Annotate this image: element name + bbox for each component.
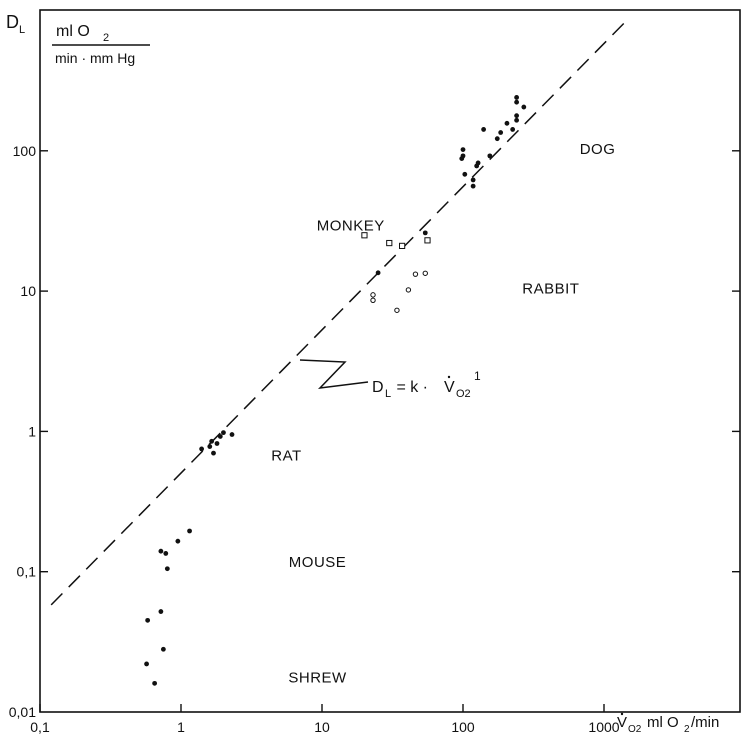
x-tick-label: 0,1 (30, 719, 50, 735)
data-point-filled (158, 548, 164, 554)
data-point-filled (510, 127, 516, 132)
data-point-filled (462, 171, 468, 177)
data-point-open-square (386, 239, 393, 247)
data-point-filled (158, 609, 164, 614)
data-point-filled (470, 183, 476, 189)
data-point-open-circle (405, 287, 412, 293)
y-axis-subscript: L (19, 24, 25, 36)
x-axis-subscript: O2 (628, 724, 642, 735)
reference-dashed-line (50, 17, 630, 606)
species-label-dog: DOG (580, 141, 616, 158)
y-tick-label: 10 (20, 283, 36, 299)
y-unit-denominator: min · mm Hg (55, 50, 135, 66)
species-label-shrew: SHREW (288, 670, 347, 687)
data-point-filled (214, 441, 220, 446)
data-point-filled (209, 438, 215, 444)
x-axis-unit-sub: 2 (684, 724, 690, 735)
equation-dot (447, 375, 451, 379)
data-point-filled (504, 120, 510, 126)
data-point-filled (207, 444, 213, 449)
equation-symbol: D (372, 379, 384, 396)
data-point-filled (164, 566, 170, 572)
data-point-filled (487, 153, 493, 159)
data-point-open-square (424, 237, 431, 244)
data-point-filled (144, 661, 149, 667)
y-axis-label: D L ml O 2 min · mm Hg (6, 12, 150, 66)
x-tick-label: 100 (451, 719, 475, 735)
equation-exponent: 1 (474, 369, 481, 383)
reference-line (50, 17, 630, 606)
species-label-mouse: MOUSE (289, 554, 347, 571)
data-point-filled (211, 450, 216, 456)
data-point-filled (187, 528, 192, 534)
species-label-rabbit: RABBIT (522, 281, 579, 298)
data-point-filled (175, 538, 181, 544)
data-point-open-square (361, 232, 368, 239)
data-point-filled (460, 147, 466, 152)
x-axis-symbol: V (617, 714, 627, 731)
data-point-filled (514, 113, 520, 119)
data-points (144, 95, 527, 686)
equation-subscript: L (385, 388, 391, 400)
y-tick-label: 0,01 (9, 704, 36, 720)
data-point-filled (163, 551, 169, 556)
y-tick-label: 1 (28, 423, 36, 439)
x-axis-label: V O2 ml O 2 /min (617, 712, 719, 735)
data-point-filled (470, 177, 476, 183)
x-tick-label: 1000 (588, 719, 619, 735)
data-point-open-circle (394, 307, 400, 313)
data-point-open-circle (370, 297, 376, 303)
species-labels: DOG MONKEY RABBIT RAT MOUSE SHREW (271, 141, 615, 687)
equation-vsub: O2 (456, 388, 471, 400)
x-tick-label: 10 (314, 719, 330, 735)
x-axis-unit-tail: /min (691, 714, 719, 731)
data-point-filled (160, 646, 166, 652)
data-point-filled (199, 446, 205, 452)
data-point-filled (481, 127, 487, 132)
data-point-filled (152, 680, 158, 686)
data-point-filled (221, 430, 226, 436)
reference-equation: D L = k · V O2 1 (299, 359, 481, 400)
data-point-open-circle (412, 271, 419, 277)
equation-pointer (299, 359, 369, 390)
data-point-filled (217, 434, 223, 439)
y-axis-symbol: D (6, 12, 19, 32)
equation-v: V (444, 379, 455, 396)
data-point-filled (145, 617, 151, 623)
data-point-filled (498, 130, 504, 135)
y-tick-label: 100 (13, 143, 37, 159)
data-point-filled (514, 117, 520, 123)
species-label-rat: RAT (271, 448, 301, 465)
data-point-filled (494, 136, 500, 142)
data-point-filled (514, 95, 520, 100)
plot-border (39, 9, 741, 713)
y-tick-label: 0,1 (17, 564, 37, 580)
equation-body: = k · (392, 379, 432, 396)
data-point-filled (375, 270, 381, 276)
x-axis-unit: ml O (647, 714, 679, 731)
y-unit-numerator-sub: 2 (103, 32, 109, 44)
data-point-filled (422, 230, 428, 236)
data-point-filled (514, 99, 520, 105)
plot-frame (39, 9, 741, 713)
x-tick-label: 1 (177, 719, 185, 735)
y-unit-numerator: ml O (56, 23, 90, 40)
data-point-filled (229, 432, 235, 437)
x-axis-dot (620, 712, 624, 716)
data-point-filled (459, 156, 465, 161)
data-point-open-circle (370, 292, 376, 298)
data-point-open-square (399, 242, 406, 249)
data-point-filled (521, 104, 527, 110)
species-label-monkey: MONKEY (317, 218, 385, 235)
data-point-open-circle (422, 270, 428, 276)
data-point-filled (475, 160, 481, 166)
